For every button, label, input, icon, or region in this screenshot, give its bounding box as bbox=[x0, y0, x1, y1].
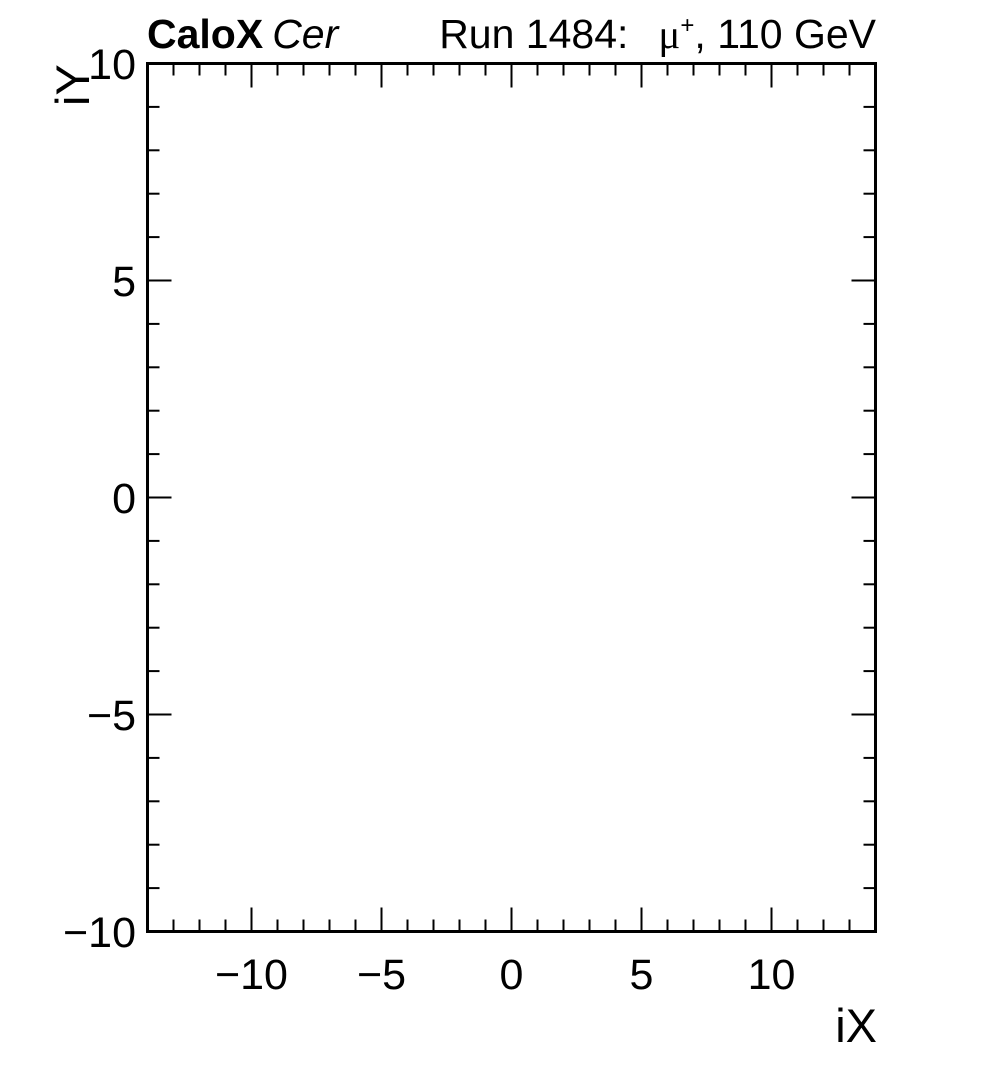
x-tick-label: 5 bbox=[630, 951, 654, 999]
plot-frame bbox=[146, 62, 877, 933]
y-axis-title: iY bbox=[46, 64, 99, 106]
run-info: Run 1484: μ+, 110 GeV bbox=[439, 14, 876, 55]
y-tick-label: 5 bbox=[112, 258, 136, 306]
particle-charge-superscript: + bbox=[680, 12, 695, 39]
x-tick-label: −10 bbox=[215, 951, 288, 999]
y-tick-label: 10 bbox=[88, 41, 136, 89]
x-tick-label: −5 bbox=[357, 951, 406, 999]
x-tick-label: 10 bbox=[748, 951, 796, 999]
run-number-label: Run 1484: bbox=[439, 11, 629, 57]
y-tick-label: −5 bbox=[87, 692, 136, 740]
beam-energy-label: , 110 GeV bbox=[694, 11, 876, 57]
x-axis-title: iX bbox=[835, 999, 877, 1052]
y-tick-label: −10 bbox=[63, 909, 136, 957]
plot-title: CaloX Cer bbox=[147, 14, 338, 55]
readout-type-label: Cer bbox=[272, 11, 339, 57]
y-tick-label: 0 bbox=[112, 475, 136, 523]
particle-symbol: μ bbox=[658, 11, 681, 57]
x-tick-label: 0 bbox=[500, 951, 524, 999]
experiment-label: CaloX bbox=[147, 11, 264, 57]
